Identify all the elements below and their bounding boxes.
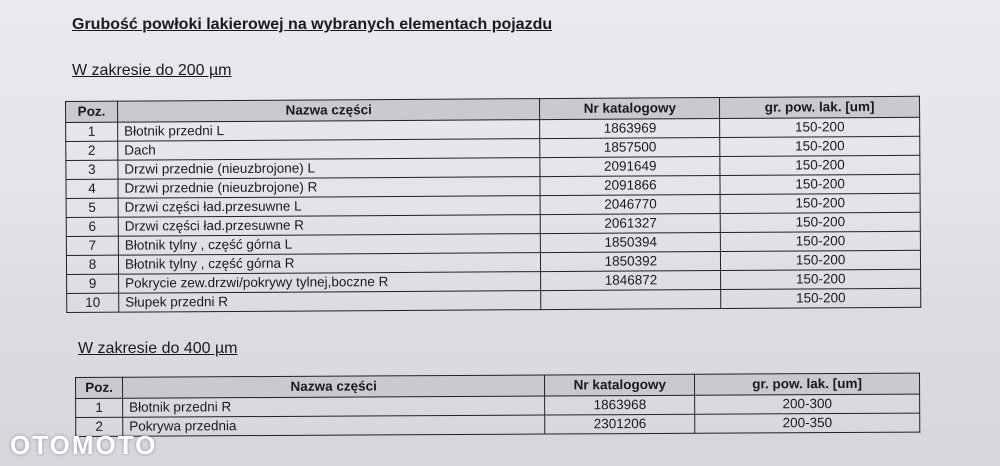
- catalog-number-cell: 1863969: [540, 118, 720, 139]
- part-name-cell: Błotnik przedni L: [117, 119, 541, 142]
- part-name-cell: Dach: [117, 138, 541, 161]
- catalog-number-cell: 1846872: [541, 270, 721, 291]
- thickness-cell: 150-200: [720, 155, 920, 176]
- otomoto-watermark: OTOMOTO: [10, 430, 158, 460]
- thickness-cell: 200-350: [694, 413, 920, 434]
- catalog-number-cell: 2301206: [545, 414, 696, 435]
- table-200: Poz. Nazwa części Nr katalogowy gr. pow. la…: [65, 96, 921, 313]
- document-title: Grubość powłoki lakierowej na wybranych …: [72, 16, 553, 33]
- part-name-cell: Drzwi części ład.przesuwne R: [118, 214, 541, 237]
- part-name-cell: Drzwi przednie (nieuzbrojone) R: [117, 176, 541, 199]
- column-header: Poz.: [75, 377, 123, 399]
- position-cell: 2: [65, 141, 118, 161]
- thickness-cell: 150-200: [720, 288, 921, 309]
- catalog-number-cell: 1863968: [544, 395, 695, 416]
- position-cell: 10: [66, 293, 119, 313]
- part-name-cell: Błotnik przedni R: [122, 396, 546, 418]
- thickness-cell: 150-200: [720, 174, 921, 195]
- part-name-cell: Błotnik tylny , część górna L: [118, 233, 541, 256]
- part-name-cell: Drzwi przednie (nieuzbrojone) L: [117, 157, 541, 180]
- catalog-number-cell: 2091649: [540, 156, 721, 177]
- position-cell: 5: [66, 198, 119, 218]
- part-name-cell: Pokrycie zew.drzwi/pokrywy tylnej,boczne…: [118, 271, 542, 294]
- thickness-cell: 150-200: [720, 212, 921, 233]
- thickness-cell: 150-200: [720, 269, 921, 290]
- column-header: Nr katalogowy: [539, 97, 720, 120]
- thickness-cell: 200-300: [694, 394, 920, 415]
- section-heading-200: W zakresie do 200 µm: [72, 62, 232, 79]
- column-header: Nr katalogowy: [544, 374, 695, 397]
- table-400: Poz. Nazwa części Nr katalogowy gr. pow. la…: [75, 373, 920, 437]
- position-cell: 9: [66, 274, 119, 294]
- position-cell: 1: [65, 122, 118, 142]
- section-heading-400: W zakresie do 400 µm: [78, 340, 238, 357]
- catalog-number-cell: 2046770: [540, 194, 721, 215]
- thickness-cell: 150-200: [719, 117, 920, 138]
- position-cell: 8: [66, 255, 119, 275]
- column-header: gr. pow. lak. [um]: [694, 373, 920, 396]
- thickness-cell: 150-200: [720, 250, 921, 271]
- column-header: Poz.: [65, 101, 118, 123]
- thickness-cell: 150-200: [720, 193, 921, 214]
- catalog-number-cell: 1850394: [540, 232, 721, 253]
- column-header: Nazwa części: [122, 375, 545, 399]
- catalog-number-cell: 2061327: [540, 213, 721, 234]
- part-name-cell: Pokrywa przednia: [122, 415, 546, 437]
- part-name-cell: Drzwi części ład.przesuwne L: [118, 195, 541, 218]
- catalog-number-cell: 1857500: [540, 137, 721, 158]
- catalog-number-cell: 1850392: [540, 251, 721, 272]
- position-cell: 7: [66, 236, 119, 256]
- catalog-number-cell: [541, 289, 721, 310]
- thickness-cell: 150-200: [720, 231, 921, 252]
- column-header: Nazwa części: [117, 98, 541, 123]
- position-cell: 1: [75, 398, 123, 418]
- position-cell: 6: [66, 217, 119, 237]
- position-cell: 3: [65, 160, 118, 180]
- thickness-cell: 150-200: [719, 136, 920, 157]
- position-cell: 4: [65, 179, 119, 199]
- column-header: gr. pow. lak. [um]: [719, 96, 920, 119]
- part-name-cell: Błotnik tylny , część górna R: [118, 252, 542, 275]
- table-row: 2 Pokrywa przednia 2301206 200-350: [75, 413, 920, 437]
- catalog-number-cell: 2091866: [540, 175, 721, 196]
- part-name-cell: Słupek przedni R: [118, 290, 542, 313]
